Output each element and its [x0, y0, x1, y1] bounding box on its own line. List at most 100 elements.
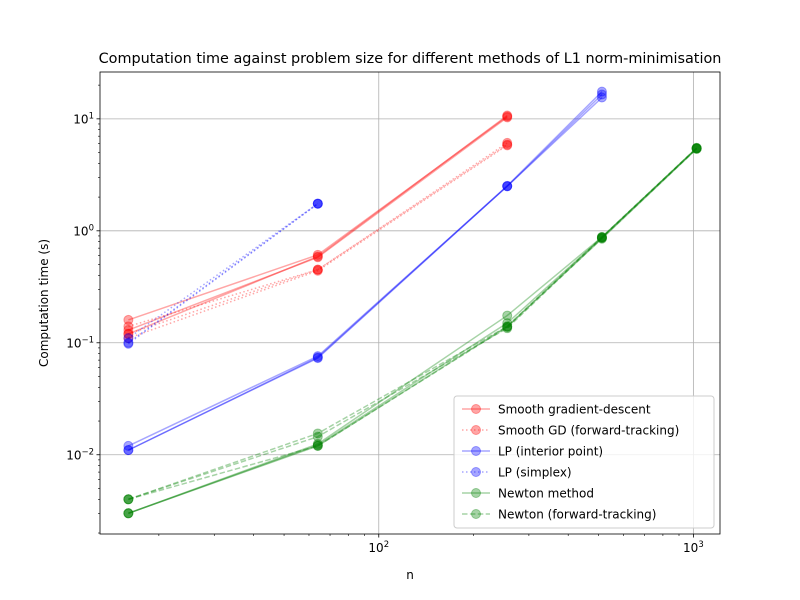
y-axis-label: Computation time (s) [37, 239, 51, 367]
data-point [502, 112, 513, 123]
data-point [312, 440, 323, 451]
data-point [123, 494, 134, 505]
legend-marker [471, 404, 481, 414]
legend-label: Smooth GD (forward-tracking) [498, 424, 679, 438]
data-point [312, 252, 323, 263]
legend-label: Newton method [498, 487, 594, 501]
series-line [128, 148, 698, 515]
data-point [123, 445, 134, 456]
series-line [128, 96, 603, 451]
data-point [502, 310, 513, 321]
data-point [596, 89, 607, 100]
data-point [123, 333, 134, 344]
legend-label: LP (simplex) [498, 466, 572, 480]
data-point [123, 314, 134, 325]
data-point [123, 325, 134, 336]
data-point [691, 142, 702, 153]
data-point [123, 494, 134, 505]
series-lines [123, 86, 702, 519]
y-tick-label: 100 [73, 223, 94, 238]
data-point [312, 264, 323, 275]
data-point [123, 333, 134, 344]
x-axis-label: n [406, 568, 414, 582]
legend-label: Newton (forward-tracking) [498, 508, 656, 522]
data-point [312, 440, 323, 451]
data-point [691, 142, 702, 153]
series-line [128, 115, 508, 321]
data-point [312, 440, 323, 451]
data-point [312, 249, 323, 260]
data-point [502, 181, 513, 192]
data-point [123, 321, 134, 332]
data-point [123, 508, 134, 519]
data-point [502, 111, 513, 122]
legend-label: Smooth gradient-descent [498, 403, 651, 417]
data-point [691, 143, 702, 154]
data-point [596, 232, 607, 243]
series-line [127, 203, 319, 345]
x-tick-label: 102 [368, 540, 389, 555]
data-point [596, 232, 607, 243]
data-point [123, 328, 134, 339]
series-line [128, 93, 603, 447]
data-point [312, 353, 323, 364]
data-point [312, 438, 323, 449]
data-point [502, 110, 513, 121]
axis-ticks: 102 103 10−2 10−1 100 101 [66, 84, 704, 555]
legend: Smooth gradient-descent Smooth GD (forwar… [453, 395, 715, 529]
legend-label: LP (interior point) [498, 445, 603, 459]
y-tick-label: 10−2 [66, 447, 94, 462]
legend-frame [453, 395, 715, 529]
data-point [596, 86, 607, 97]
data-point [502, 181, 513, 192]
data-point [596, 232, 607, 243]
series-line [128, 144, 508, 339]
data-point [502, 318, 513, 329]
data-point [596, 232, 607, 243]
series-line [128, 147, 698, 515]
data-point [502, 137, 513, 148]
data-point [312, 351, 323, 362]
plot-frame [99, 71, 721, 535]
data-point [502, 180, 513, 191]
data-point [312, 198, 323, 209]
data-point [123, 328, 134, 339]
series-line [128, 147, 698, 501]
series-lp-interior-point [123, 86, 607, 456]
data-point [123, 494, 134, 505]
y-tick-label: 101 [73, 111, 94, 126]
series-line [128, 147, 698, 515]
legend-marker [471, 425, 481, 435]
data-point [312, 198, 323, 209]
data-point [502, 321, 513, 332]
data-point [123, 445, 134, 456]
data-point [312, 428, 323, 439]
data-point [123, 508, 134, 519]
chart-title: Computation time against problem size fo… [99, 51, 722, 67]
data-point [502, 321, 513, 332]
legend-marker [471, 509, 481, 519]
data-point [312, 431, 323, 442]
data-point [123, 440, 134, 451]
series-newton-method [123, 142, 702, 519]
series-lp-simplex [123, 198, 323, 349]
series-smooth-gd-forward-tracking [123, 137, 513, 344]
data-point [123, 337, 134, 348]
data-point [502, 139, 513, 150]
data-point [502, 322, 513, 333]
series-smooth-gradient-descent [123, 110, 513, 339]
series-line [128, 143, 508, 335]
data-point [502, 323, 513, 334]
data-point [502, 140, 513, 151]
series-line [128, 114, 508, 335]
data-point [123, 338, 134, 349]
data-point [691, 143, 702, 154]
data-point [312, 251, 323, 262]
x-tick-label: 103 [683, 540, 704, 555]
data-point [691, 143, 702, 154]
series-line [128, 116, 508, 331]
series-line [128, 91, 603, 451]
legend-marker [471, 488, 481, 498]
y-tick-label: 10−1 [66, 335, 94, 350]
